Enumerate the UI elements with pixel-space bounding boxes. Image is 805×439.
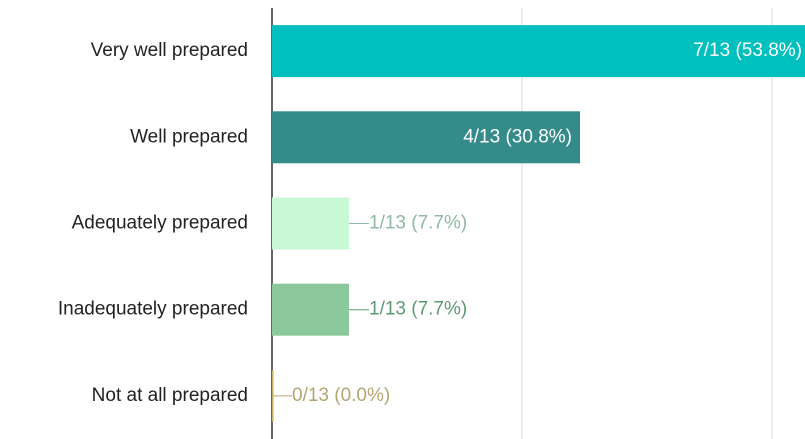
category-label: Adequately prepared (72, 213, 248, 234)
value-label: 1/13 (7.7%) (369, 213, 467, 234)
category-label: Inadequately prepared (58, 299, 248, 320)
category-label: Not at all prepared (92, 385, 248, 406)
bar (272, 283, 349, 336)
bar (272, 197, 349, 250)
value-label: 1/13 (7.7%) (369, 299, 467, 320)
category-label: Well prepared (130, 126, 248, 147)
bar (272, 25, 805, 78)
bar (272, 111, 580, 164)
value-label: 7/13 (53.8%) (693, 40, 802, 61)
value-label: 0/13 (0.0%) (292, 385, 390, 406)
category-label: Very well prepared (91, 40, 248, 61)
value-label: 4/13 (30.8%) (463, 126, 572, 147)
